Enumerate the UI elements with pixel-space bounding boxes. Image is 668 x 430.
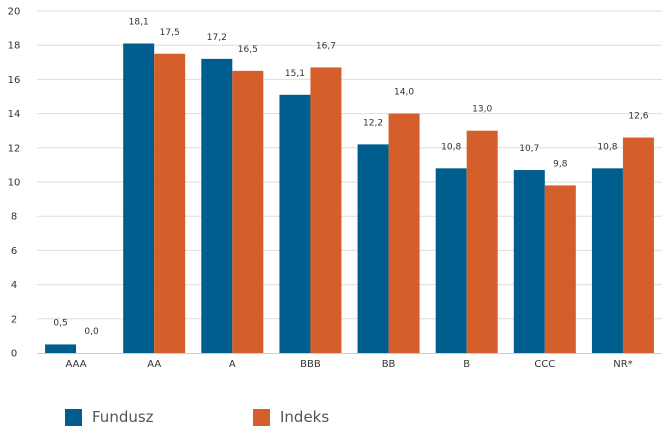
data-label: 15,1 [285,69,305,79]
y-tick-label: 14 [8,109,21,120]
x-tick-label: CCC [534,359,555,370]
data-label: 10,7 [519,144,539,154]
data-label: 10,8 [441,142,461,152]
bar-indeks [310,67,342,354]
legend-item-fundusz: Fundusz [65,408,154,426]
y-tick-label: 6 [11,246,17,257]
data-label: 10,8 [597,142,617,152]
data-label: 12,6 [628,112,648,122]
legend-item-indeks: Indeks [253,408,329,426]
bar-indeks [388,113,420,353]
data-label: 13,0 [472,105,492,115]
y-tick-label: 10 [8,178,21,189]
data-label: 18,1 [129,17,149,27]
bar-fundusz [357,144,389,353]
legend-swatch-fundusz [65,408,82,426]
legend-swatch-indeks [253,408,270,426]
bar-fundusz [279,94,311,353]
x-tick-label: AAA [66,359,87,370]
x-tick-label: BBB [300,359,321,370]
y-tick-label: 4 [11,280,17,291]
bar-fundusz [435,168,467,353]
data-label: 0,5 [53,318,67,328]
bar-fundusz [45,344,77,353]
data-label: 0,0 [84,327,99,337]
bar-indeks [232,70,264,353]
data-label: 9,8 [553,159,568,169]
legend-label-fundusz: Fundusz [92,408,154,426]
x-tick-label: B [463,359,470,370]
bar-fundusz [513,170,545,353]
bar-indeks [544,185,576,353]
x-tick-label: A [229,359,236,370]
y-tick-label: 18 [8,41,21,52]
legend-label-indeks: Indeks [280,408,330,426]
x-axis: AAA AA A BBB BB B CCC NR* [37,353,662,370]
x-tick-label: NR* [613,359,632,370]
bars: 0,5 18,1 17,2 15,1 12,2 10,8 10,7 10,8 0,0 17,5 16… [45,17,654,354]
data-label: 16,5 [238,45,258,55]
data-label: 17,2 [207,33,227,43]
y-axis: 0 2 4 6 8 10 12 14 16 18 20 [8,7,21,360]
x-tick-label: BB [382,359,396,370]
bar-fundusz [123,43,155,354]
bar-fundusz [201,58,233,353]
y-tick-label: 8 [11,212,17,223]
y-tick-label: 12 [8,143,21,154]
y-tick-label: 2 [11,314,17,325]
bar-fundusz [591,168,623,353]
bar-indeks [466,130,498,353]
bar-indeks [154,53,186,353]
data-label: 14,0 [394,88,414,98]
data-label: 17,5 [160,28,180,38]
y-tick-label: 20 [8,7,21,18]
bar-indeks [622,137,654,353]
x-tick-label: AA [147,359,161,370]
y-tick-label: 16 [8,75,21,86]
data-label: 12,2 [363,118,383,128]
data-label: 16,7 [316,41,336,51]
legend: Fundusz Indeks [0,400,668,430]
y-tick-label: 0 [11,349,17,360]
